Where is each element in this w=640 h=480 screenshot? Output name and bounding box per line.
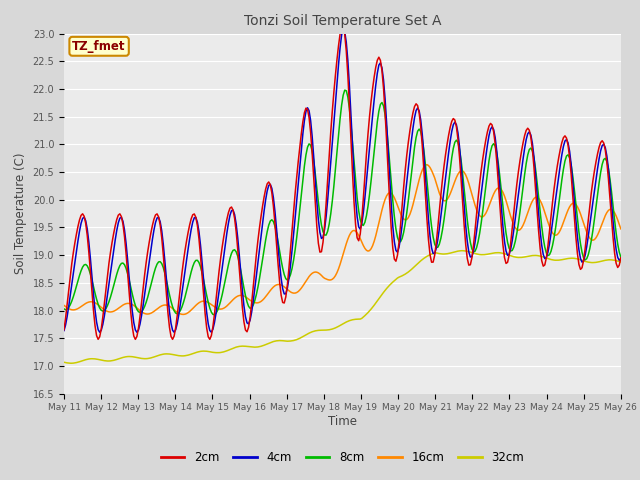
Title: Tonzi Soil Temperature Set A: Tonzi Soil Temperature Set A bbox=[244, 14, 441, 28]
Text: TZ_fmet: TZ_fmet bbox=[72, 40, 126, 53]
X-axis label: Time: Time bbox=[328, 415, 357, 428]
Y-axis label: Soil Temperature (C): Soil Temperature (C) bbox=[14, 153, 27, 275]
Legend: 2cm, 4cm, 8cm, 16cm, 32cm: 2cm, 4cm, 8cm, 16cm, 32cm bbox=[156, 446, 529, 469]
